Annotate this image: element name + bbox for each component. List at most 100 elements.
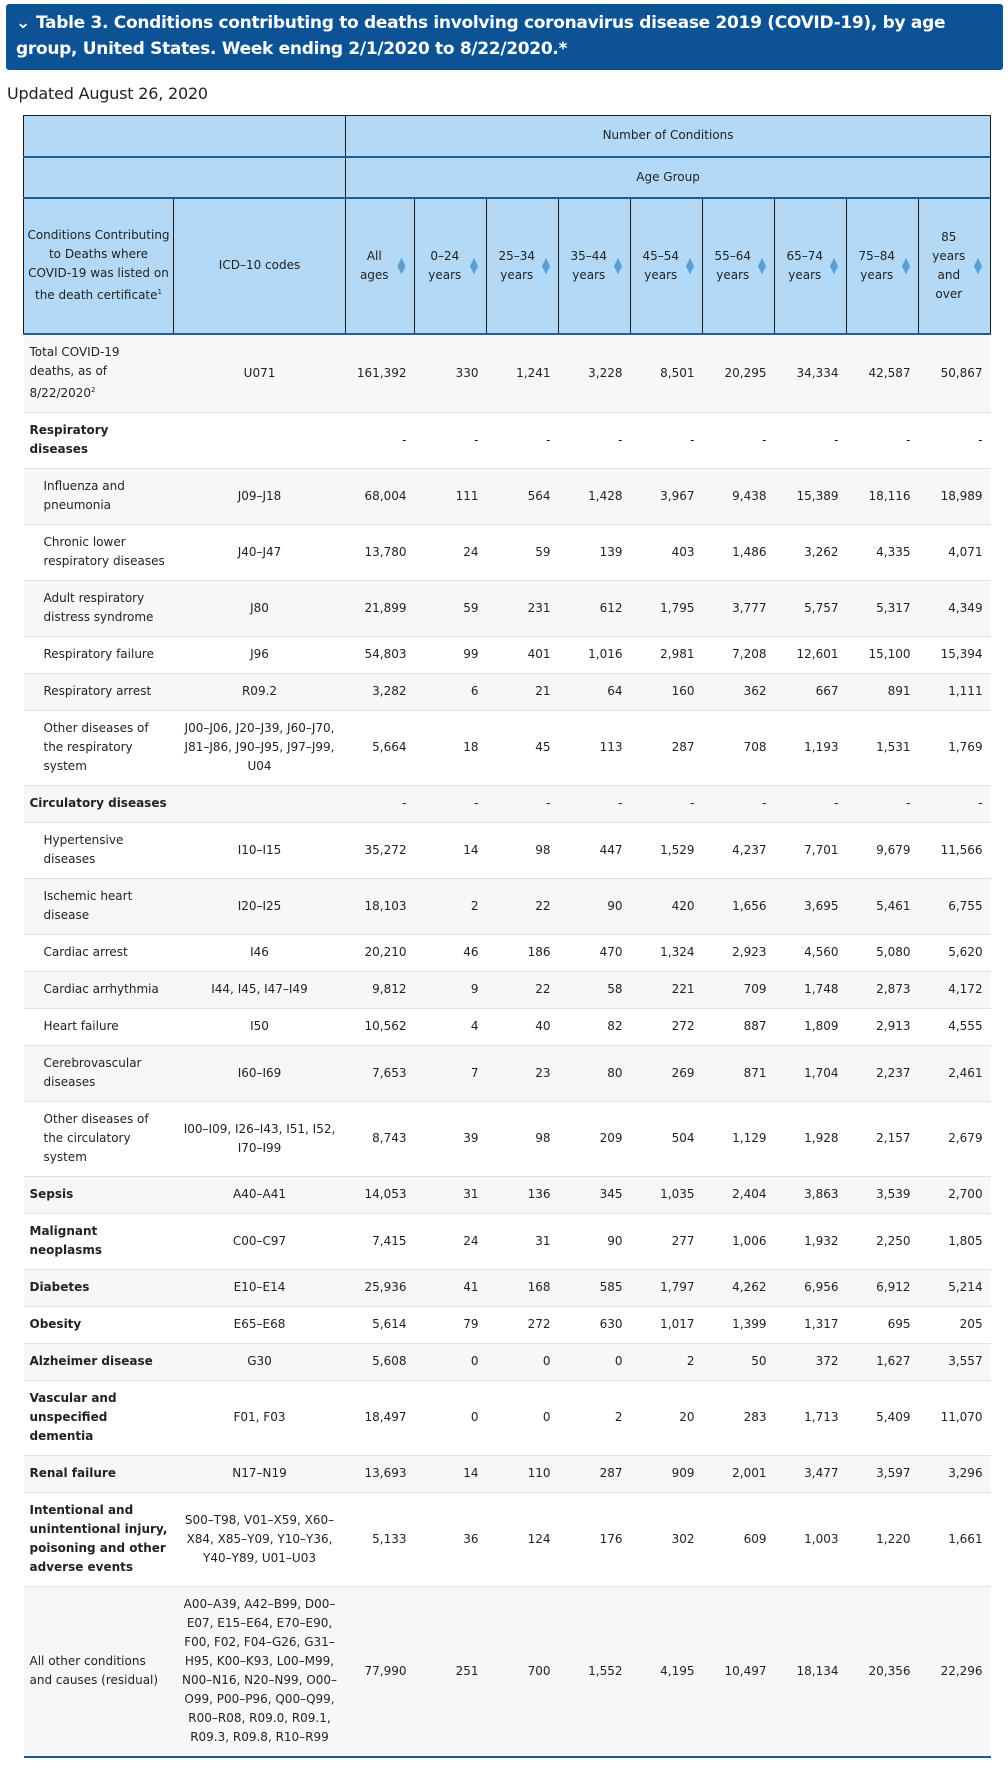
sort-icon[interactable]: ▲ ▼ <box>469 254 479 276</box>
condition-label: Respiratory failure <box>43 647 154 661</box>
column-label: All ages <box>359 248 389 282</box>
value-cell: 5,608 <box>345 1343 415 1381</box>
sort-icon[interactable]: ▲ ▼ <box>973 254 983 276</box>
value-cell: 90 <box>558 1213 631 1270</box>
value-cell: 160 <box>630 673 703 711</box>
sort-icon[interactable]: ▲ ▼ <box>829 254 839 276</box>
value-cell: - <box>630 412 703 469</box>
value-cell: 302 <box>630 1492 703 1587</box>
value-cell: 5,620 <box>918 934 991 972</box>
value-cell: 111 <box>414 468 487 525</box>
icd-cell: J09–J18 <box>173 468 346 525</box>
value-cell: 4 <box>414 1008 487 1046</box>
value-cell: 709 <box>702 971 775 1009</box>
condition-label: Total COVID-19 deaths, as of 8/22/2020 <box>29 345 120 400</box>
condition-label: Malignant neoplasms <box>29 1224 103 1257</box>
sort-column-header[interactable]: 65–74 years▲ ▼ <box>774 197 847 335</box>
condition-label: Vascular and unspecified dementia <box>29 1391 117 1443</box>
value-cell: 124 <box>486 1492 559 1587</box>
value-cell: 186 <box>486 934 559 972</box>
value-cell: 8,743 <box>345 1101 415 1177</box>
value-cell: 1,003 <box>774 1492 847 1587</box>
condition-cell: Obesity <box>23 1306 174 1344</box>
value-cell: 11,070 <box>918 1380 991 1456</box>
value-cell: 420 <box>630 878 703 935</box>
value-cell: - <box>345 785 415 823</box>
value-cell: 1,797 <box>630 1269 703 1307</box>
icd-cell: N17–N19 <box>173 1455 346 1493</box>
sort-column-header[interactable]: 75–84 years▲ ▼ <box>846 197 919 335</box>
table-row: Influenza and pneumonia J09–J18 68,004 111 5… <box>23 468 991 525</box>
sort-icon[interactable]: ▲ ▼ <box>901 254 911 276</box>
icd-cell: E65–E68 <box>173 1306 346 1344</box>
value-cell: 2,157 <box>846 1101 919 1177</box>
sort-icon[interactable]: ▲ ▼ <box>757 254 767 276</box>
sort-column-header[interactable]: 55–64 years▲ ▼ <box>702 197 775 335</box>
value-cell: 4,237 <box>702 822 775 879</box>
value-cell: - <box>630 785 703 823</box>
value-cell: - <box>846 785 919 823</box>
table-row: Total COVID-19 deaths, as of 8/22/20202 U… <box>23 333 991 413</box>
condition-label: Cardiac arrhythmia <box>43 982 159 996</box>
table-row: Cerebrovascular diseases I60–I69 7,653 7 23 8… <box>23 1045 991 1102</box>
value-cell: 18 <box>414 710 487 786</box>
condition-cell: Diabetes <box>23 1269 174 1307</box>
value-cell: 59 <box>486 524 559 581</box>
value-cell: 1,111 <box>918 673 991 711</box>
value-cell: 287 <box>630 710 703 786</box>
value-cell: 1,399 <box>702 1306 775 1344</box>
value-cell: 10,562 <box>345 1008 415 1046</box>
value-cell: 5,214 <box>918 1269 991 1307</box>
value-cell: - <box>414 412 487 469</box>
value-cell: 4,172 <box>918 971 991 1009</box>
sort-icon[interactable]: ▲ ▼ <box>541 254 551 276</box>
condition-cell: Respiratory diseases <box>23 412 174 469</box>
value-cell: 708 <box>702 710 775 786</box>
value-cell: 98 <box>486 1101 559 1177</box>
column-label: 25–34 years <box>498 248 536 282</box>
value-cell: 14,053 <box>345 1176 415 1214</box>
icd-cell: U071 <box>173 333 346 413</box>
value-cell: 330 <box>414 333 487 413</box>
footnote-marker: 1 <box>157 288 162 296</box>
value-cell: 77,990 <box>345 1586 415 1758</box>
sort-column-header[interactable]: All ages ▲ ▼ <box>345 197 415 335</box>
condition-label: Heart failure <box>43 1019 119 1033</box>
sort-column-header[interactable]: 0–24 years ▲ ▼ <box>414 197 487 335</box>
value-cell: 98 <box>486 822 559 879</box>
header-age-group: Age Group <box>344 156 992 199</box>
sort-icon[interactable]: ▲ ▼ <box>613 254 623 276</box>
value-cell: 2,461 <box>918 1045 991 1102</box>
value-cell: 50,867 <box>918 333 991 413</box>
table-row: Heart failure I50 10,562 4 40 82 272 887 1,809 2,… <box>23 1008 991 1046</box>
column-label: 85 years and over <box>932 229 966 301</box>
table-row: Sepsis A40–A41 14,053 31 136 345 1,035 2,404 3,8… <box>23 1176 991 1214</box>
icd-cell: I20–I25 <box>173 878 346 935</box>
sort-column-header[interactable]: 45–54 years▲ ▼ <box>630 197 703 335</box>
value-cell: 362 <box>702 673 775 711</box>
value-cell: 2,981 <box>630 636 703 674</box>
condition-cell: Alzheimer disease <box>23 1343 174 1381</box>
sort-column-header[interactable]: 85 years and over ▲ ▼ <box>917 197 992 335</box>
value-cell: 5,133 <box>345 1492 415 1587</box>
condition-cell: Heart failure <box>23 1008 174 1046</box>
icd-cell: J00–J06, J20–J39, J60–J70, J81–J86, J90–… <box>173 710 346 786</box>
value-cell: 612 <box>558 580 631 637</box>
value-cell: 9,812 <box>345 971 415 1009</box>
sort-icon[interactable]: ▲ ▼ <box>685 254 695 276</box>
table-row: Renal failure N17–N19 13,693 14 110 287 909 2,0… <box>23 1455 991 1493</box>
value-cell: 3,282 <box>345 673 415 711</box>
table-row: Hypertensive diseases I10–I15 35,272 14 98 44… <box>23 822 991 879</box>
value-cell: 18,116 <box>846 468 919 525</box>
value-cell: - <box>558 785 631 823</box>
sort-icon[interactable]: ▲ ▼ <box>397 254 406 276</box>
table-title-toggle[interactable]: ⌄ Table 3. Conditions contributing to dea… <box>6 4 1003 70</box>
value-cell: 3,863 <box>774 1176 847 1214</box>
value-cell: 18,497 <box>345 1380 415 1456</box>
condition-label: Circulatory diseases <box>29 796 167 810</box>
sort-column-header[interactable]: 35–44 years▲ ▼ <box>558 197 631 335</box>
table-row: All other conditions and causes (residua… <box>23 1586 991 1758</box>
value-cell: 0 <box>414 1343 487 1381</box>
value-cell: 20 <box>630 1380 703 1456</box>
sort-column-header[interactable]: 25–34 years▲ ▼ <box>486 197 559 335</box>
